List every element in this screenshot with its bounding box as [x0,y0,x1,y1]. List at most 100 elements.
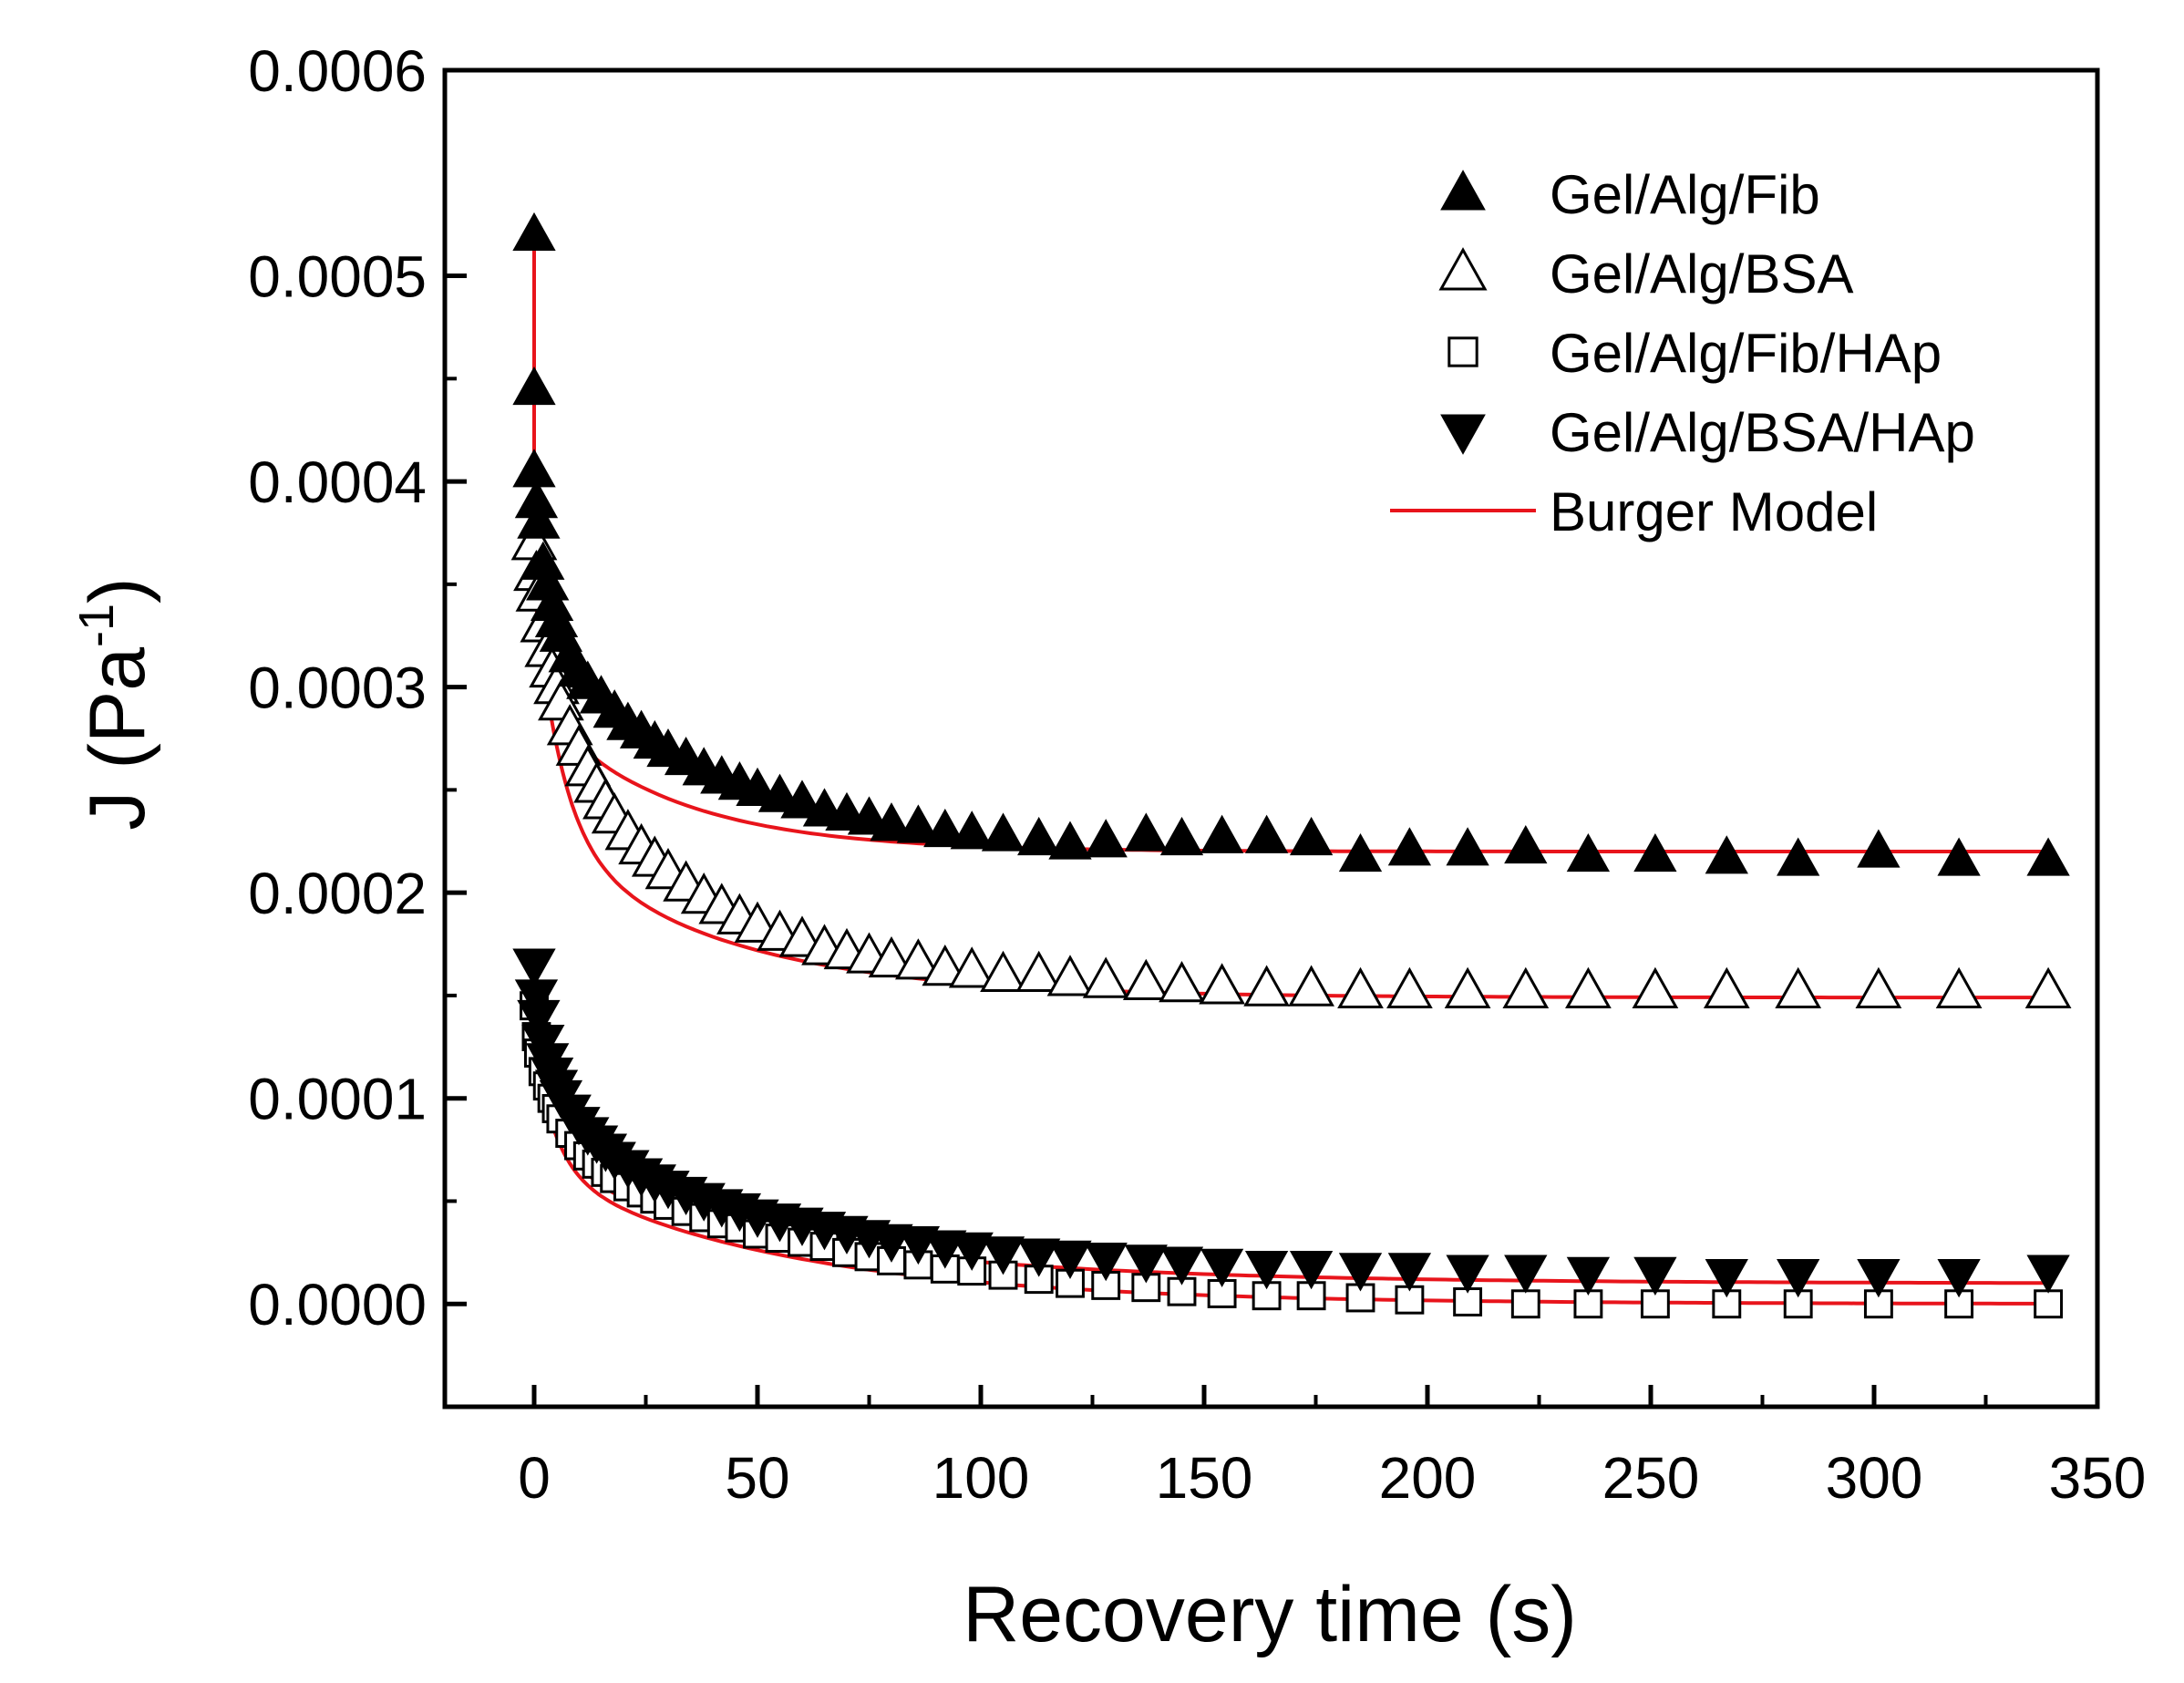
data-point [922,944,969,986]
data-point [988,1260,1018,1290]
data-point [1857,1259,1901,1298]
data-point [950,811,994,850]
data-point [1337,966,1384,1009]
legend-label-2: Gel/Alg/BSA [1550,243,1854,305]
data-point [1633,1256,1677,1296]
data-point [1504,824,1548,864]
data-point [981,1236,1025,1275]
data-point [1387,1253,1432,1292]
data-point [1017,816,1061,856]
data-point [1200,1248,1244,1287]
legend-marker-4 [1440,414,1486,455]
y-axis-title-main: J (Pa [74,647,161,831]
series-3-markers [520,991,2064,1319]
data-point [980,950,1026,992]
data-point [1015,950,1063,992]
data-point [1199,963,1245,1005]
data-point [1565,966,1612,1009]
data-point [2026,837,2070,876]
x-tick-label: 250 [1602,1445,1700,1511]
y-axis-title: J (Pa-1) [69,577,161,830]
data-point [1048,1240,1092,1279]
data-point [1122,958,1169,1000]
data-point [1444,966,1491,1009]
data-point [1082,956,1129,998]
data-point [1288,965,1334,1007]
data-point [780,780,824,819]
data-point [1446,1255,1489,1294]
legend-marker-2 [1438,247,1488,291]
data-point [512,449,556,488]
y-axis-title-close: ) [74,577,161,604]
data-point [1387,827,1432,866]
data-point [1048,821,1092,860]
data-point [1017,1238,1061,1277]
series-4-markers [512,948,2070,1298]
data-point [1510,1289,1540,1319]
data-point [2034,1289,2064,1319]
data-point [1777,1259,1820,1298]
data-point [1124,812,1168,852]
data-point [2026,1255,2070,1294]
data-point [517,500,561,539]
data-point [1084,1243,1128,1282]
data-point [514,979,559,1018]
y-tick-label: 0.0001 [248,1067,427,1132]
data-point [923,808,967,848]
data-point [1502,966,1550,1009]
x-tick-label: 150 [1156,1445,1253,1511]
data-point [2024,966,2072,1009]
data-point [1338,1253,1383,1292]
data-point [948,946,995,988]
y-tick-label: 0.0002 [248,861,427,926]
data-point [1705,835,1748,874]
axis-ticks: 0 50 100 150 200 250 300 350 0.0000 0.0001 0.0002 0… [248,38,2146,1511]
data-point [1446,827,1489,866]
data-point [1777,837,1820,876]
data-point [1705,1259,1748,1298]
data-point [1200,814,1244,853]
x-tick-label: 200 [1379,1445,1477,1511]
data-point [981,812,1025,852]
series-1-markers [512,212,2070,876]
data-point [868,935,915,978]
y-tick-label: 0.0004 [248,449,427,515]
model-curve-3 [532,1006,2053,1306]
x-tick-label: 300 [1826,1445,1923,1511]
data-point [895,938,942,980]
data-point [1244,1251,1289,1290]
data-point [1703,966,1750,1009]
data-point [1386,966,1433,1009]
data-point [1338,832,1383,872]
legend-label-3: Gel/Alg/Fib/HAp [1550,323,1942,384]
data-point [1855,966,1902,1009]
model-curves [532,234,2053,1306]
legend-label-1: Gel/Alg/Fib [1550,164,1820,225]
data-point [1289,816,1334,856]
series-2-markers [510,519,2072,1009]
legend: Gel/Alg/Fib Gel/Alg/BSA Gel/Alg/Fib/HAp Gel… [1390,164,1975,542]
data-point [1159,961,1205,1003]
data-point [1159,816,1204,856]
data-point [517,999,561,1039]
data-point [870,802,913,842]
data-point [1124,1244,1168,1284]
x-tick-label: 50 [725,1445,789,1511]
data-markers [510,212,2072,1319]
data-point [1566,1256,1611,1296]
data-point [1857,829,1901,868]
data-point [950,1232,994,1271]
y-tick-label: 0.0005 [248,244,427,310]
data-point [1243,965,1290,1007]
legend-label-4: Gel/Alg/BSA/HAp [1550,402,1975,463]
y-tick-label: 0.0000 [248,1272,427,1337]
y-tick-label: 0.0006 [248,38,427,104]
x-axis-title: Recovery time (s) [963,1571,1577,1658]
y-tick-label: 0.0003 [248,656,427,721]
data-point [1935,966,1983,1009]
data-point [1632,966,1679,1009]
data-point [1775,966,1822,1009]
data-point [896,804,941,843]
x-tick-label: 350 [2049,1445,2147,1511]
